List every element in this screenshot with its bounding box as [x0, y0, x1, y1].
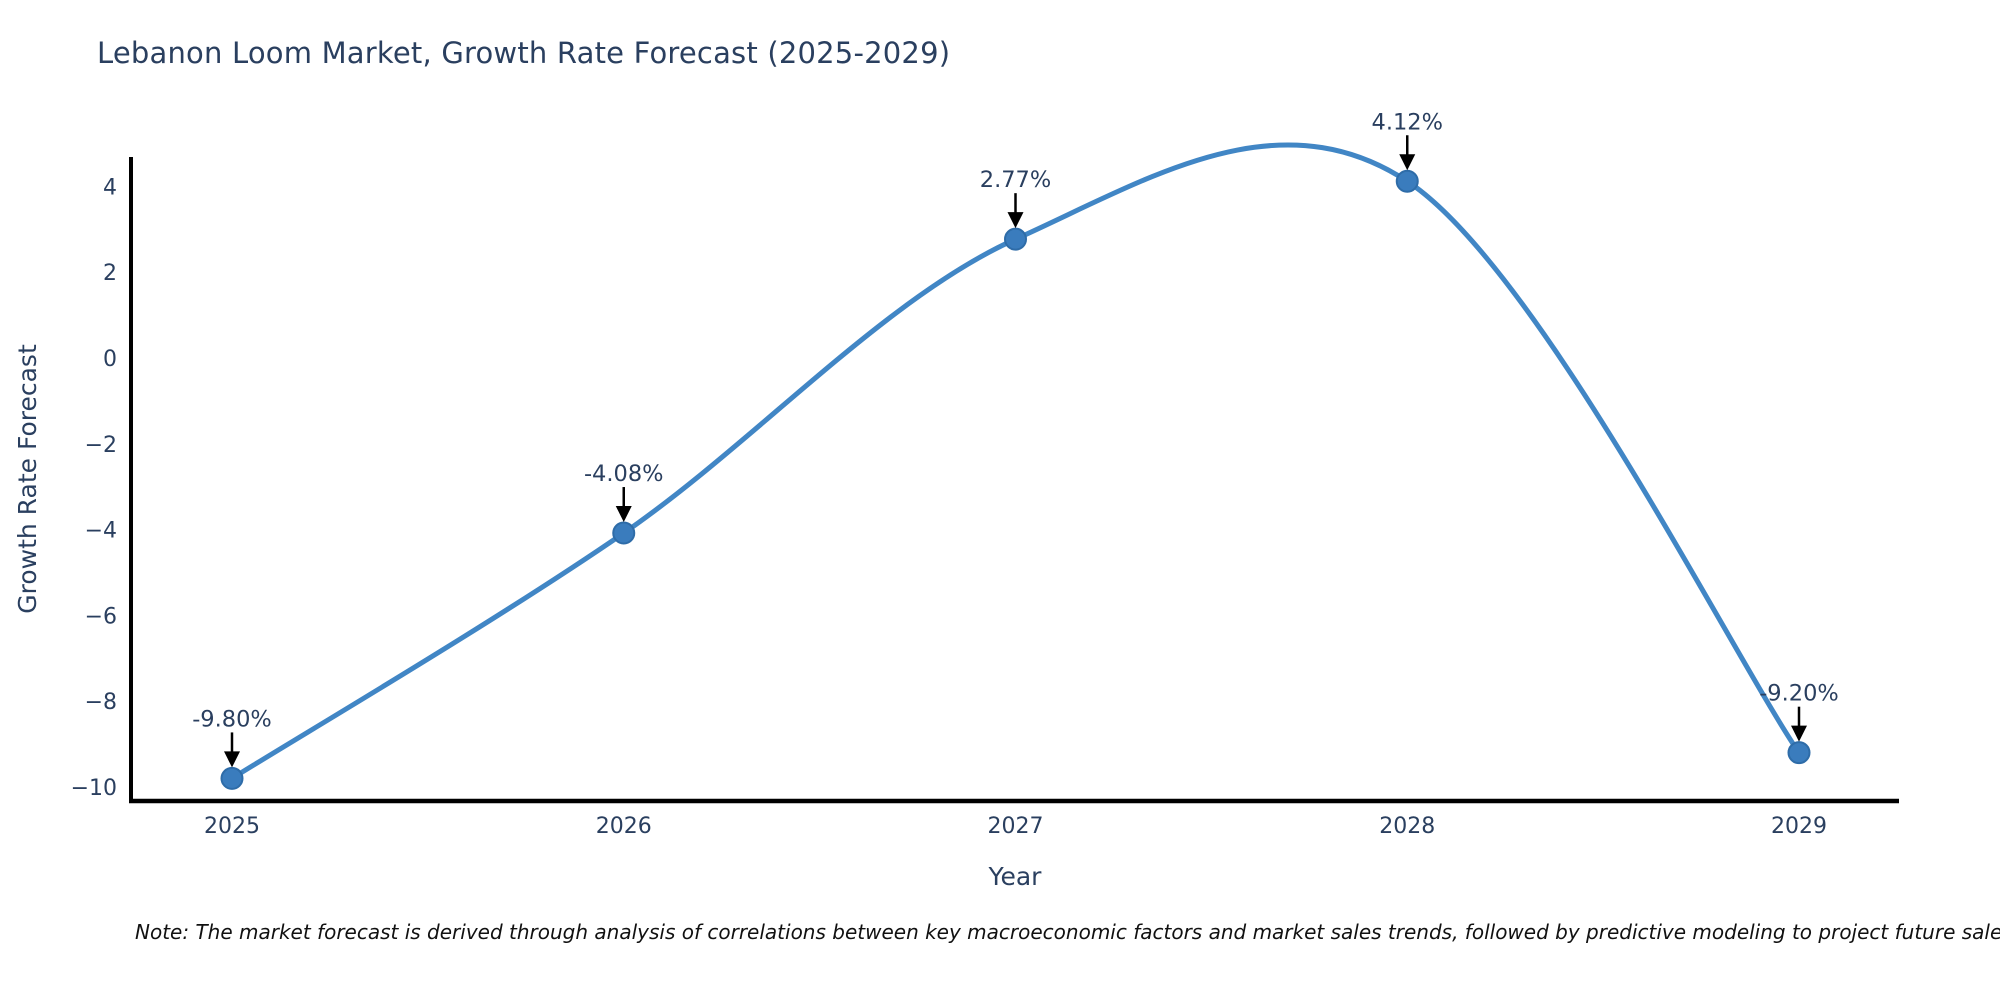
- y-tick-label: 2: [103, 261, 117, 286]
- annotation-label: 2.77%: [980, 167, 1051, 193]
- x-tick-label: 2028: [1379, 814, 1435, 839]
- series-line: [229, 142, 1802, 781]
- x-axis-title: Year: [988, 862, 1043, 891]
- annotation-label: -4.08%: [584, 461, 664, 487]
- data-point-marker: [1395, 169, 1419, 193]
- y-tick-label: −4: [85, 519, 117, 544]
- y-axis-title: Growth Rate Forecast: [13, 344, 42, 614]
- data-point-marker: [220, 766, 244, 790]
- footnote: Note: The market forecast is derived thr…: [135, 920, 2000, 944]
- x-tick-label: 2026: [596, 814, 652, 839]
- annotation-arrow-head: [224, 751, 240, 768]
- annotation-arrow-head: [615, 506, 632, 523]
- y-tick-label: 0: [103, 347, 117, 372]
- annotation-label: 4.12%: [1372, 109, 1443, 135]
- annotation-arrow-head: [1399, 154, 1416, 171]
- y-tick-label: −6: [85, 604, 117, 629]
- data-point-marker: [1787, 741, 1811, 765]
- annotation-arrow-head: [1007, 212, 1024, 229]
- x-tick-label: 2029: [1771, 814, 1827, 839]
- y-tick-label: −10: [71, 776, 117, 801]
- annotation-label: -9.80%: [192, 706, 272, 732]
- y-tick-label: 4: [103, 175, 117, 200]
- y-tick-label: −8: [85, 690, 117, 715]
- annotation-arrow-head: [1791, 725, 1807, 742]
- data-point-marker: [1004, 227, 1027, 251]
- data-point-marker: [612, 521, 636, 545]
- x-tick-label: 2027: [988, 814, 1044, 839]
- annotation-label: -9.20%: [1759, 681, 1839, 707]
- chart-title: Lebanon Loom Market, Growth Rate Forecas…: [97, 36, 951, 70]
- x-tick-label: 2025: [204, 814, 260, 839]
- y-tick-label: −2: [85, 433, 117, 458]
